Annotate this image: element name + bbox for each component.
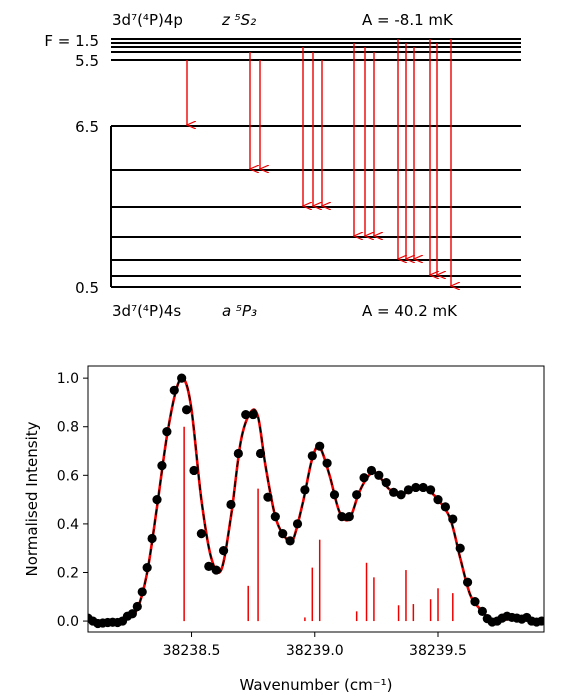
- data-point-29: [255, 448, 266, 459]
- data-point-52: [426, 485, 436, 495]
- data-point-20: [189, 465, 199, 476]
- data-point-42: [352, 490, 362, 500]
- upper-f-label-bottom: 5.5: [75, 52, 99, 70]
- upper-term-label: z ⁵S₂: [221, 11, 256, 29]
- y-axis-label: Normalised Intensity: [23, 421, 41, 576]
- data-point-35: [300, 485, 310, 495]
- data-point-13: [147, 533, 157, 544]
- upper-configuration-label: 3d⁷(⁴P)4p: [112, 11, 183, 29]
- y-tick-label: 0.0: [57, 614, 79, 630]
- data-point-34: [292, 519, 303, 529]
- data-point-14: [152, 495, 162, 505]
- x-tick-label: 38238.5: [163, 643, 221, 659]
- lower-f-label-top: 6.5: [75, 118, 99, 136]
- lower-levels: [111, 125, 521, 288]
- data-point-30: [263, 492, 273, 502]
- data-point-28: [248, 409, 258, 420]
- data-point-46: [381, 478, 391, 488]
- data-point-32: [278, 529, 288, 539]
- data-point-18: [177, 373, 187, 383]
- x-tick-label: 38239.0: [286, 643, 344, 659]
- data-point-25: [226, 499, 236, 510]
- data-point-43: [359, 473, 369, 483]
- spectrum-chart: 38238.5 38239.0 38239.5 0.0 0.2 0.4 0.6 0.8 1.0…: [23, 365, 545, 694]
- data-point-40: [337, 512, 347, 522]
- plot-frame: [87, 365, 545, 633]
- data-point-31: [270, 512, 280, 522]
- data-point-37: [315, 441, 325, 451]
- data-point-45: [374, 470, 384, 480]
- lower-hyperfine-constant: A = 40.2 mK: [362, 302, 458, 320]
- data-point-49: [403, 485, 414, 495]
- transition-arrows: [187, 39, 451, 286]
- data-point-51: [418, 482, 428, 493]
- data-point-16: [162, 426, 172, 437]
- data-point-33: [285, 536, 295, 546]
- x-tick-label: 38239.5: [409, 643, 467, 659]
- upper-hyperfine-constant: A = -8.1 mK: [362, 11, 454, 29]
- data-point-58: [470, 597, 480, 607]
- lower-configuration-label: 3d⁷(⁴P)4s: [112, 302, 181, 320]
- data-point-57: [462, 577, 473, 587]
- data-point-48: [396, 490, 406, 500]
- data-point-54: [440, 502, 451, 512]
- lower-f-label-bottom: 0.5: [75, 279, 99, 297]
- data-point-71: [536, 616, 544, 626]
- data-point-27: [241, 409, 251, 420]
- data-point-12: [142, 563, 152, 573]
- data-point-47: [389, 487, 399, 497]
- x-axis-ticks: 38238.5 38239.0 38239.5: [163, 632, 467, 659]
- data-point-26: [233, 448, 243, 459]
- y-tick-label: 1.0: [57, 371, 79, 387]
- data-point-19: [181, 405, 192, 415]
- data-point-36: [307, 451, 317, 461]
- data-point-50: [411, 482, 421, 493]
- y-tick-label: 0.4: [57, 517, 79, 533]
- data-point-23: [211, 565, 221, 575]
- upper-levels: [111, 38, 521, 61]
- fit-curve-dashed: [88, 377, 544, 624]
- measured-points: [88, 373, 544, 629]
- data-point-17: [169, 385, 179, 395]
- y-tick-label: 0.2: [57, 565, 79, 581]
- data-point-55: [448, 514, 458, 524]
- data-point-22: [204, 561, 214, 572]
- data-point-10: [132, 601, 142, 612]
- data-point-15: [157, 460, 167, 471]
- y-tick-label: 0.6: [57, 468, 79, 484]
- data-point-41: [344, 512, 354, 522]
- data-point-21: [196, 529, 206, 539]
- level-diagram: 3d⁷(⁴P)4p z ⁵S₂ A = -8.1 mK F = 1.5 5.5 …: [44, 11, 521, 320]
- data-point-53: [433, 495, 443, 505]
- fit-curves: [88, 376, 544, 625]
- data-point-44: [366, 465, 377, 476]
- data-point-38: [322, 458, 332, 468]
- data-point-59: [477, 606, 487, 616]
- upper-f-label-top: F = 1.5: [44, 32, 99, 50]
- data-point-39: [329, 490, 340, 500]
- component-sticks: [183, 426, 454, 622]
- y-tick-label: 0.8: [57, 420, 79, 436]
- lower-term-label: a ⁵P₃: [222, 302, 257, 320]
- data-point-9: [127, 609, 137, 619]
- data-point-56: [455, 543, 465, 553]
- data-point-24: [218, 546, 229, 556]
- x-axis-label: Wavenumber (cm⁻¹): [240, 676, 393, 694]
- y-axis-ticks: 0.0 0.2 0.4 0.6 0.8 1.0: [57, 371, 88, 630]
- data-point-11: [137, 587, 147, 597]
